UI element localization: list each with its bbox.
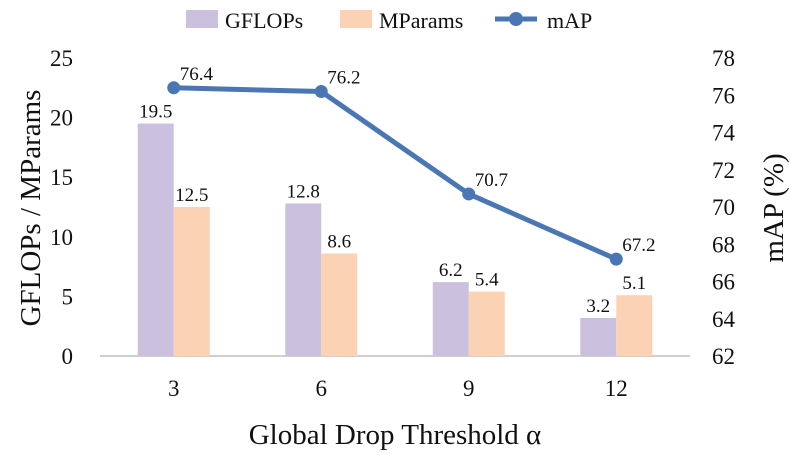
- bar-data-label: 19.5: [139, 102, 172, 123]
- line-data-label: 76.4: [180, 64, 214, 85]
- right-y-tick-label: 68: [712, 232, 735, 257]
- right-y-tick-label: 70: [712, 195, 735, 220]
- legend-label: mAP: [547, 8, 592, 33]
- bar-gflops-12: [580, 317, 617, 356]
- line-point-12: [609, 252, 623, 266]
- line-data-label: 70.7: [475, 170, 508, 191]
- bar-gflops-9: [432, 282, 469, 356]
- x-axis-ticks: 3 6 9 12: [168, 376, 628, 401]
- bar-data-label: 12.8: [287, 181, 320, 202]
- line-map: [171, 85, 619, 262]
- bar-data-label: 12.5: [175, 185, 208, 206]
- left-y-tick-label: 15: [50, 165, 73, 190]
- bar-mparams-9: [468, 291, 505, 356]
- right-y-tick-label: 64: [712, 307, 736, 332]
- legend-swatch-gflops: [186, 10, 218, 28]
- bar-data-label: 5.4: [475, 270, 499, 291]
- x-tick-label: 12: [605, 376, 628, 401]
- bar-data-label: 8.6: [327, 231, 351, 252]
- left-y-axis: 0 5 10 15 20 25: [50, 46, 73, 369]
- line-point-3: [167, 81, 181, 95]
- bar-data-label: 5.1: [622, 273, 646, 294]
- right-y-tick-label: 74: [712, 121, 736, 146]
- left-y-tick-label: 25: [50, 46, 73, 71]
- right-y-axis: 62 64 66 68 70 72 74 76 78: [712, 46, 736, 369]
- right-y-tick-label: 66: [712, 270, 735, 295]
- right-y-tick-label: 78: [712, 46, 735, 71]
- legend-label: MParams: [379, 8, 463, 33]
- x-tick-label: 3: [168, 376, 180, 401]
- bar-data-label: 3.2: [586, 296, 610, 317]
- bar-gflops-3: [137, 123, 174, 356]
- bar-mparams-12: [616, 295, 653, 356]
- bar-gflops-6: [285, 203, 322, 356]
- line-data-label: 67.2: [622, 235, 655, 256]
- line-point-9: [462, 187, 476, 201]
- bar-mparams-3: [173, 207, 210, 356]
- right-y-axis-title: mAP (%): [758, 153, 790, 262]
- legend-swatch-mparams: [340, 10, 372, 28]
- left-y-tick-label: 10: [50, 225, 73, 250]
- left-y-axis-title: GFLOPs / MParams: [15, 90, 47, 327]
- left-y-tick-label: 5: [62, 284, 74, 309]
- line-point-6: [314, 85, 328, 99]
- x-axis-title: Global Drop Threshold α: [249, 419, 542, 451]
- bar-data-label: 6.2: [439, 260, 463, 281]
- line-series: 76.4 76.2 70.7 67.2: [167, 64, 656, 266]
- bar-series: 19.5 12.8 6.2 3.2 12.5 8.6 5.4 5.1: [137, 102, 653, 356]
- bar-mparams-6: [321, 253, 358, 356]
- line-data-label: 76.2: [327, 68, 360, 89]
- right-y-tick-label: 76: [712, 83, 735, 108]
- left-y-tick-label: 20: [50, 106, 73, 131]
- legend-marker-map: [509, 12, 523, 26]
- left-y-tick-label: 0: [62, 344, 74, 369]
- legend-label: GFLOPs: [225, 8, 303, 33]
- x-tick-label: 9: [463, 376, 475, 401]
- right-y-tick-label: 62: [712, 344, 735, 369]
- x-tick-label: 6: [316, 376, 328, 401]
- legend: GFLOPs MParams mAP: [186, 8, 592, 33]
- right-y-tick-label: 72: [712, 158, 735, 183]
